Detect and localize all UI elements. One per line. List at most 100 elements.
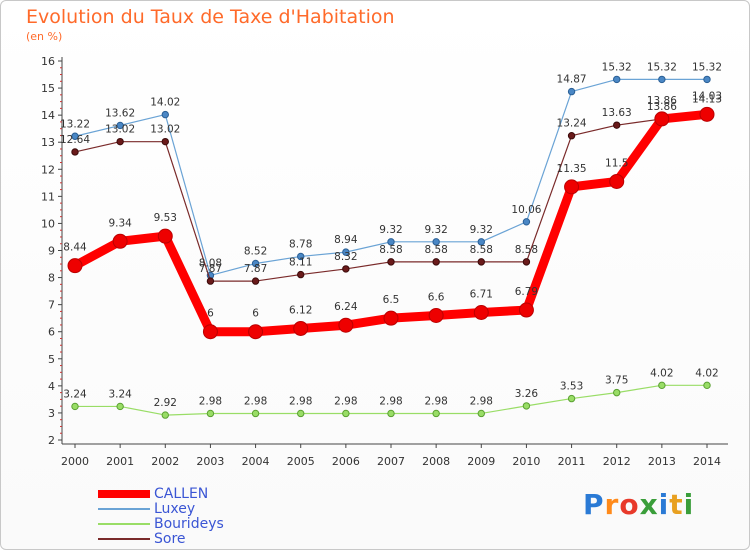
- x-tick-label: 2014: [693, 455, 721, 468]
- data-point-callen: [518, 302, 534, 318]
- data-label-callen: 6: [252, 308, 259, 320]
- y-tick-label: 6: [48, 326, 55, 339]
- data-point-luxey: [658, 75, 666, 84]
- data-label-bourideys: 2.98: [334, 395, 357, 407]
- data-label-callen: 6.12: [289, 304, 312, 316]
- data-label-bourideys: 2.98: [470, 395, 493, 407]
- data-label-sore: 8.11: [289, 257, 312, 269]
- data-point-luxey: [342, 248, 350, 256]
- x-tick-label: 2013: [648, 455, 676, 468]
- data-point-callen: [428, 307, 444, 323]
- data-label-luxey: 15.32: [692, 61, 722, 73]
- data-label-callen: 9.34: [108, 217, 132, 229]
- x-tick-label: 2000: [61, 455, 89, 468]
- legend-swatch-bourideys: [98, 523, 150, 525]
- x-tick-label: 2012: [603, 455, 631, 468]
- data-point-luxey: [477, 238, 485, 246]
- data-point-callen: [293, 320, 309, 336]
- data-label-luxey: 14.02: [150, 97, 180, 109]
- data-label-bourideys: 3.26: [515, 388, 539, 400]
- data-label-callen: 8.44: [63, 242, 87, 254]
- data-label-bourideys: 2.98: [244, 395, 267, 407]
- data-point-bourideys: [251, 409, 260, 418]
- data-label-callen: 13.86: [647, 95, 677, 107]
- data-label-sore: 13.02: [105, 124, 135, 136]
- data-point-sore: [251, 277, 260, 285]
- data-label-callen: 6.24: [334, 301, 358, 313]
- data-point-callen: [157, 228, 173, 244]
- data-label-bourideys: 3.24: [63, 388, 87, 400]
- data-point-bourideys: [206, 409, 215, 418]
- y-tick-label: 10: [41, 217, 55, 230]
- legend-item-callen: CALLEN: [98, 486, 208, 502]
- data-label-luxey: 8.94: [334, 234, 358, 246]
- data-label-bourideys: 3.24: [108, 388, 132, 400]
- data-label-luxey: 9.32: [470, 224, 493, 236]
- data-label-bourideys: 2.98: [199, 395, 222, 407]
- data-labels-layer: 3.24 3.24 2.92 2.98 2.98 2.98 2.98 2.98 2.98 2.98…: [60, 61, 722, 409]
- data-point-callen: [112, 233, 128, 249]
- data-point-callen: [654, 111, 670, 127]
- data-label-callen: 6: [207, 308, 214, 320]
- data-point-luxey: [613, 75, 621, 84]
- y-tick-label: 7: [48, 299, 55, 312]
- legend-label-callen: CALLEN: [154, 486, 209, 502]
- x-tick-label: 2009: [467, 455, 495, 468]
- data-point-luxey: [432, 238, 440, 246]
- data-point-callen: [248, 324, 264, 340]
- logo-letter: t: [669, 488, 684, 521]
- data-point-luxey: [703, 75, 711, 84]
- data-point-callen: [564, 179, 580, 195]
- x-tick-label: 2005: [287, 455, 315, 468]
- y-tick-label: 16: [41, 55, 55, 68]
- x-tick-label: 2003: [196, 455, 224, 468]
- y-tick-label: 8: [48, 272, 55, 285]
- data-label-luxey: 9.32: [424, 224, 447, 236]
- x-tick-label: 2011: [558, 455, 586, 468]
- legend-label-luxey: Luxey: [154, 501, 196, 517]
- axes: 2 3 4 5 6 7 8 9 10 11 12 13 14 15 16 2000 2001 2002 2003 20…: [41, 55, 728, 468]
- data-point-callen: [383, 310, 399, 326]
- data-label-sore: 8.58: [424, 244, 447, 256]
- legend-item-sore: Sore: [98, 531, 186, 547]
- data-label-bourideys: 2.98: [379, 395, 402, 407]
- data-point-bourideys: [567, 394, 576, 403]
- data-point-callen: [67, 258, 83, 274]
- logo-letter: i: [683, 488, 695, 521]
- data-point-bourideys: [613, 388, 621, 397]
- data-point-sore: [477, 258, 485, 266]
- logo-letter: r: [604, 488, 620, 521]
- data-point-bourideys: [387, 409, 395, 418]
- data-point-bourideys: [522, 402, 531, 410]
- data-label-callen: 6.71: [470, 288, 493, 300]
- x-tick-label: 2010: [512, 455, 540, 468]
- data-label-bourideys: 4.02: [695, 367, 718, 379]
- data-point-bourideys: [703, 381, 711, 390]
- data-label-callen: 11.35: [557, 163, 587, 175]
- proxiti-logo: Proxiti: [583, 488, 694, 521]
- data-label-callen: 6.6: [428, 291, 445, 303]
- logo-letter: o: [619, 488, 640, 521]
- data-point-sore: [71, 148, 79, 156]
- data-label-luxey: 15.32: [647, 61, 677, 73]
- y-tick-label: 5: [48, 353, 55, 366]
- data-point-bourideys: [477, 409, 485, 418]
- data-label-bourideys: 2.98: [424, 395, 447, 407]
- chart-title: Evolution du Taux de Taxe d'Habitation: [26, 6, 395, 28]
- data-label-callen: 6.5: [383, 294, 400, 306]
- data-point-sore: [613, 121, 621, 129]
- data-label-luxey: 13.22: [60, 118, 90, 130]
- data-point-bourideys: [297, 409, 305, 418]
- data-point-sore: [297, 270, 305, 279]
- data-label-luxey: 9.32: [379, 224, 402, 236]
- data-label-callen: 11.5: [605, 157, 628, 169]
- legend-item-bourideys: Bourideys: [98, 516, 224, 532]
- legend-label-sore: Sore: [154, 531, 186, 547]
- x-tick-label: 2002: [151, 455, 179, 468]
- data-label-luxey: 14.87: [557, 74, 587, 86]
- data-label-bourideys: 2.92: [154, 397, 177, 409]
- data-point-bourideys: [342, 409, 350, 418]
- data-label-callen: 9.53: [154, 212, 177, 224]
- data-point-sore: [567, 132, 576, 140]
- data-label-sore: 7.87: [244, 263, 267, 275]
